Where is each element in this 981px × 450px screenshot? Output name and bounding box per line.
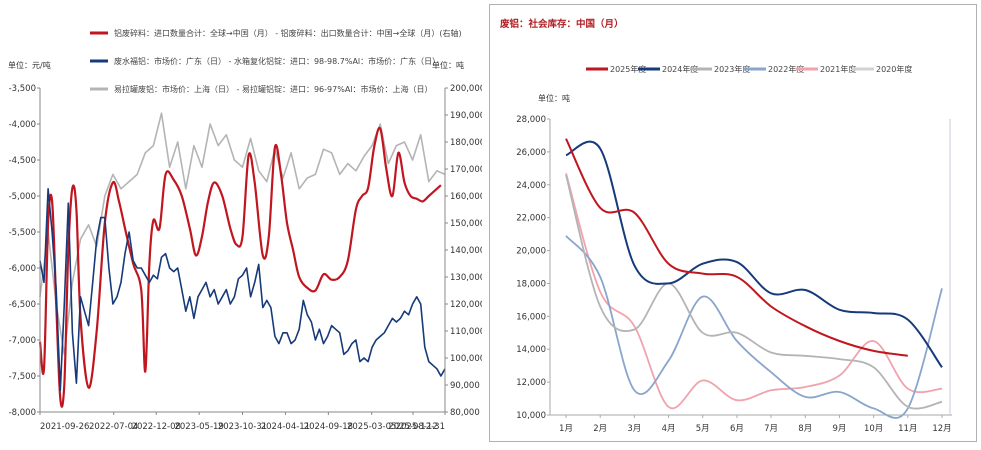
right-y-tick-label: 180,000 [450,138,482,148]
right-y-tick-label: 20,000 [516,247,546,257]
right-y-tick-label: 16,000 [516,312,546,322]
series-line-2025年度 [565,138,908,357]
month-tick-label: 1月 [559,424,573,434]
right-y-tick-label: 14,000 [516,345,546,355]
left-series-lines [38,112,446,408]
right-y-tick-label: 140,000 [450,246,482,256]
right-y-tick-label: 12,000 [516,378,546,388]
month-tick-label: 6月 [730,424,744,434]
legend-label-1: 2024年度 [662,64,698,74]
left-y-tick-label: -5,000 [9,192,36,202]
left-y-tick-label: -8,000 [9,408,36,418]
x-tick-label: 2025-12-31 [396,422,445,432]
right-y-tick-label: 160,000 [450,192,482,202]
x-tick-label: 2024-09-18 [304,422,353,432]
right-y-tick-label: 10,000 [516,411,546,421]
left-y-tick-label: -3,500 [9,84,36,94]
right-y-tick-label: 120,000 [450,300,482,310]
left-y-tick-label: -5,500 [9,228,36,238]
legend-label-4: 2021年度 [820,64,856,74]
legend-label-2: 2023年度 [714,64,750,74]
series-line-2023年度 [565,174,943,410]
right-chart-panel: 废铝：社会库存：中国（月） 2025年度 2024年度 2023年度 2022年度 20… [489,4,977,442]
legend-label-0: 铝废碎料：进口数量合计：全球→中国（月） - 铝废碎料：出口数量合计：中国→全球… [114,28,462,38]
right-series-lines [565,138,943,419]
month-tick-label: 4月 [662,424,676,434]
right-y-tick-label: 110,000 [450,327,482,337]
right-legend: 2025年度 2024年度 2023年度 2022年度 2021年度 2020年度 [586,64,912,74]
series-line-0 [38,126,442,408]
legend-label-3: 2022年度 [768,64,804,74]
month-tick-label: 11月 [898,424,917,434]
x-tick-label: 2023-05-19 [174,422,223,432]
left-y-tick-label: -6,000 [9,264,36,274]
left-y-tick-label: -4,500 [9,156,36,166]
left-y-tick-label: -7,500 [9,372,36,382]
left-chart: -3,500 -4,000 -4,500 -5,000 -5,500 -6,000 -6,5… [8,28,482,432]
right-chart: 废铝：社会库存：中国（月） 2025年度 2024年度 2023年度 2022年度 20… [500,18,952,434]
chart-title: 废铝：社会库存：中国（月） [500,18,624,30]
right-axes: 28,000 26,000 24,000 22,000 20,000 18,000 16,0… [516,115,952,434]
left-chart-panel: -3,500 -4,000 -4,500 -5,000 -5,500 -6,000 -6,5… [2,4,482,442]
month-tick-label: 7月 [764,424,778,434]
right-axis-unit: 单位：吨 [432,60,464,70]
right-y-tick-label: 18,000 [516,279,546,289]
right-y-tick-label: 90,000 [450,381,480,391]
series-line-1 [39,188,446,392]
left-axis-unit: 单位：元/吨 [8,60,51,70]
x-tick-label: 2025-03-05 [347,422,396,432]
month-tick-label: 9月 [832,424,846,434]
month-tick-label: 5月 [696,424,710,434]
series-line-2021年度 [565,173,943,410]
left-y-tick-label: -4,000 [9,120,36,130]
x-tick-label: 2025-08-12 [388,422,437,432]
month-tick-label: 12月 [932,424,951,434]
right-y-tick-label: 100,000 [450,354,482,364]
x-tick-label: 2024-04-11 [261,422,310,432]
right-y-tick-label: 26,000 [516,148,546,158]
left-y-tick-label: -7,000 [9,336,36,346]
right-y-tick-label: 190,000 [450,111,482,121]
x-tick-label: 2022-07-04 [89,422,138,432]
legend-label-0: 2025年度 [610,64,646,74]
x-tick-label: 2023-10-31 [218,422,267,432]
legend-label-1: 废水福铝：市场价：广东（日） - 水箱复化铝锭：进口：98-98.7%Al：市场… [114,56,440,66]
month-tick-label: 10月 [864,424,883,434]
month-tick-label: 8月 [798,424,812,434]
right-y-tick-label: 130,000 [450,273,482,283]
right-y-tick-label: 22,000 [516,214,546,224]
right-y-tick-label: 150,000 [450,219,482,229]
right-y-tick-label: 80,000 [450,408,480,418]
series-line-2024年度 [565,140,943,368]
left-axes: -3,500 -4,000 -4,500 -5,000 -5,500 -6,000 -6,5… [9,84,482,432]
right-y-tick-label: 28,000 [516,115,546,125]
left-y-tick-label: -6,500 [9,300,36,310]
series-line-2022年度 [565,235,943,419]
x-tick-label: 2022-12-08 [132,422,181,432]
month-tick-label: 3月 [627,424,641,434]
x-tick-label: 2021-09-26 [40,422,89,432]
left-legend: 铝废碎料：进口数量合计：全球→中国（月） - 铝废碎料：出口数量合计：中国→全球… [90,28,462,94]
right-y-unit: 单位：吨 [538,93,570,103]
legend-label-5: 2020年度 [876,64,912,74]
legend-label-2: 易拉罐废铝：市场价：上海（日） - 易拉罐铝锭：进口：96-97%Al：市场价：… [114,84,433,94]
right-y-tick-label: 170,000 [450,165,482,175]
right-y-tick-label: 24,000 [516,181,546,191]
month-tick-label: 2月 [593,424,607,434]
right-y-tick-label: 200,000 [450,84,482,94]
